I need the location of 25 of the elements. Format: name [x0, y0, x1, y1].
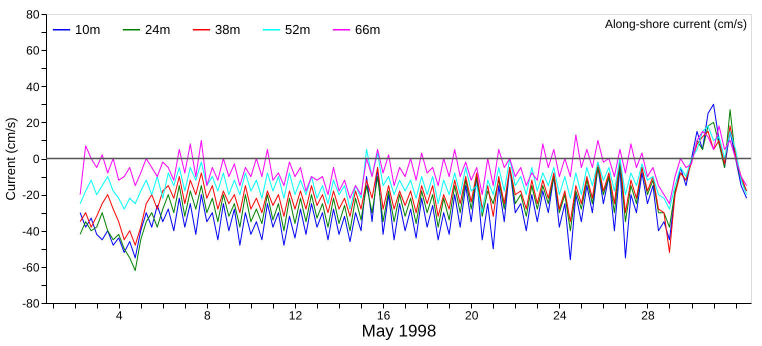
x-tick-label: 20 [465, 308, 479, 322]
y-tick-label: 40 [26, 80, 40, 94]
legend-label: 24m [145, 22, 170, 37]
legend-label: 10m [75, 22, 100, 37]
y-tick-label: 0 [32, 152, 40, 166]
y-tick-label: 20 [26, 116, 40, 130]
x-tick-label: 8 [204, 308, 211, 322]
x-tick-label: 16 [376, 308, 391, 322]
legend-label: 66m [355, 22, 380, 37]
x-axis-title: May 1998 [362, 322, 436, 340]
legend-label: 38m [215, 22, 240, 37]
y-tick-label: -40 [22, 224, 40, 238]
legend-label: 52m [285, 22, 310, 37]
y-tick-label: 80 [26, 8, 40, 22]
x-tick-label: 28 [641, 308, 655, 322]
y-tick-label: 60 [26, 44, 40, 58]
y-axis-title: Current (cm/s) [3, 117, 18, 201]
annotation: Along-shore current (cm/s) [604, 17, 747, 31]
x-tick-label: 4 [116, 308, 123, 322]
line-series [80, 125, 748, 253]
x-tick-label: 12 [288, 308, 302, 322]
y-tick-label: -60 [22, 260, 40, 274]
y-tick-label: -20 [22, 188, 40, 202]
y-tick-label: -80 [22, 296, 40, 310]
x-tick-label: 24 [553, 308, 567, 322]
